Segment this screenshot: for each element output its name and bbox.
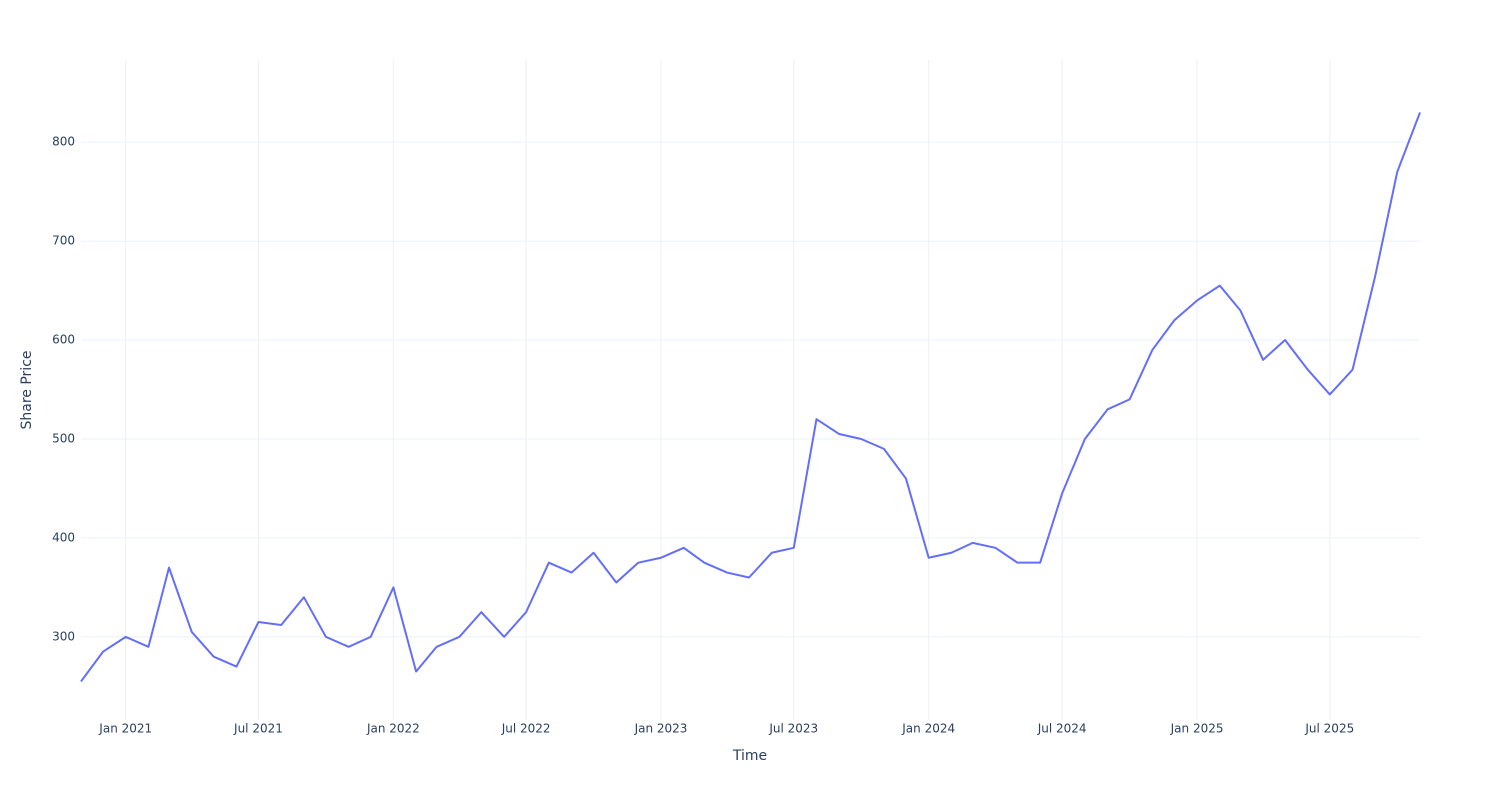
- x-tick-label: Jan 2021: [98, 722, 152, 736]
- y-tick-label: 700: [52, 234, 75, 248]
- y-tick-label: 400: [52, 530, 75, 544]
- x-tick-label: Jul 2022: [501, 722, 551, 736]
- y-tick-label: 500: [52, 431, 75, 445]
- y-tick-label: 800: [52, 135, 75, 149]
- line-series: [80, 112, 1421, 683]
- x-tick-label: Jul 2023: [768, 722, 818, 736]
- x-tick-label: Jul 2025: [1304, 722, 1354, 736]
- x-tick-label: Jan 2022: [366, 722, 420, 736]
- x-tick-label: Jan 2024: [901, 722, 955, 736]
- x-tick-label: Jan 2023: [634, 722, 688, 736]
- y-tick-label: 300: [52, 629, 75, 643]
- x-tick-label: Jul 2024: [1037, 722, 1087, 736]
- x-tick-label: Jul 2021: [233, 722, 283, 736]
- y-axis-title: Share Price: [19, 350, 35, 429]
- x-tick-label: Jan 2025: [1170, 722, 1224, 736]
- x-axis-title: Time: [732, 748, 767, 764]
- y-tick-label: 600: [52, 333, 75, 347]
